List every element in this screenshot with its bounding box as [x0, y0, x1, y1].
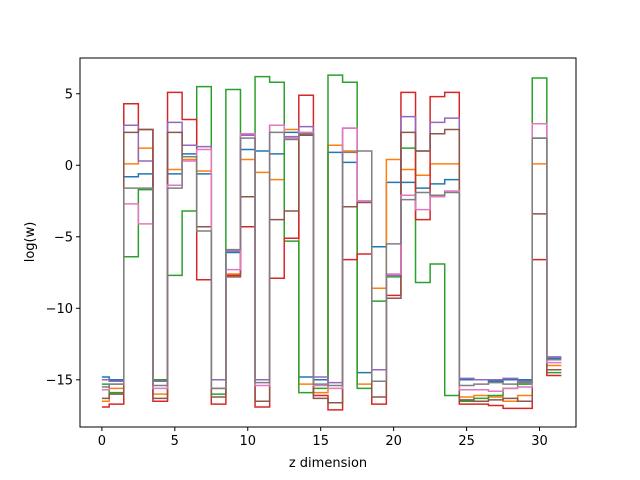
series-line-8 — [101, 131, 562, 390]
x-axis-label: z dimension — [289, 456, 367, 471]
series-line-2 — [101, 128, 562, 403]
y-axis-label: log(w) — [23, 222, 38, 263]
series-line-3 — [101, 74, 562, 403]
series-line-6 — [101, 128, 562, 404]
x-tick-label: 0 — [98, 434, 106, 449]
x-axis-ticks: 0 5 10 15 20 25 30 — [98, 427, 548, 449]
y-tick-label: 5 — [65, 87, 73, 102]
y-tick-label: −10 — [46, 302, 73, 317]
series-line-5 — [101, 115, 562, 384]
y-tick-label: 0 — [65, 159, 73, 174]
y-tick-label: −15 — [46, 373, 73, 388]
y-tick-label: −5 — [54, 230, 73, 245]
x-tick-label: 10 — [239, 434, 256, 449]
x-tick-label: 25 — [458, 434, 475, 449]
x-tick-label: 15 — [312, 434, 329, 449]
y-axis-ticks: −15 −10 −5 0 5 — [46, 87, 80, 388]
series-line-4 — [101, 91, 562, 411]
series-layer — [101, 74, 562, 411]
x-tick-label: 5 — [171, 434, 179, 449]
x-tick-label: 30 — [531, 434, 548, 449]
x-tick-label: 20 — [385, 434, 402, 449]
plot-frame — [79, 57, 577, 428]
